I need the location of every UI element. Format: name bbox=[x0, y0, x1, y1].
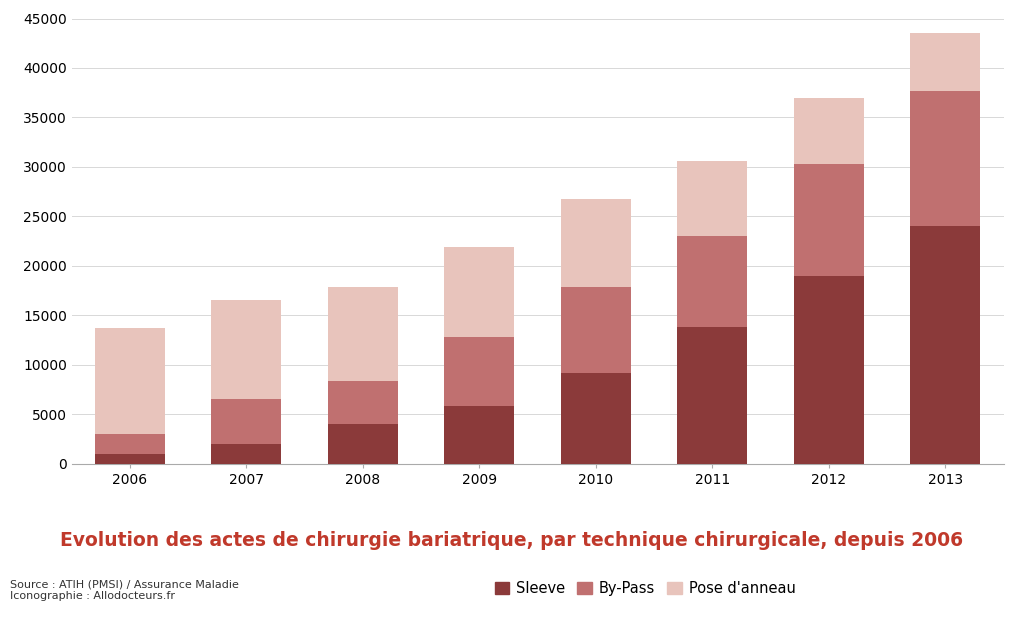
Bar bbox=[444, 337, 514, 406]
Bar bbox=[794, 276, 863, 464]
Bar bbox=[328, 424, 397, 464]
Bar bbox=[328, 287, 397, 381]
Bar bbox=[212, 300, 282, 399]
Bar bbox=[794, 98, 863, 164]
Bar bbox=[444, 406, 514, 464]
Bar bbox=[910, 33, 980, 91]
Legend: Sleeve, By-Pass, Pose d'anneau: Sleeve, By-Pass, Pose d'anneau bbox=[488, 575, 802, 601]
Text: Source : ATIH (PMSI) / Assurance Maladie
Iconographie : Allodocteurs.fr: Source : ATIH (PMSI) / Assurance Maladie… bbox=[10, 580, 240, 601]
Bar bbox=[561, 198, 631, 287]
Bar bbox=[561, 373, 631, 464]
Bar bbox=[678, 236, 748, 327]
Bar bbox=[444, 247, 514, 337]
Bar bbox=[95, 328, 165, 434]
Bar bbox=[212, 444, 282, 464]
Bar bbox=[678, 327, 748, 464]
Bar bbox=[95, 434, 165, 454]
Bar bbox=[794, 164, 863, 276]
Bar bbox=[678, 161, 748, 236]
Text: Evolution des actes de chirurgie bariatrique, par technique chirurgicale, depuis: Evolution des actes de chirurgie bariatr… bbox=[60, 531, 964, 550]
Bar bbox=[95, 454, 165, 464]
Bar bbox=[212, 399, 282, 444]
Bar bbox=[910, 226, 980, 464]
Bar bbox=[910, 91, 980, 226]
Bar bbox=[561, 287, 631, 373]
Bar bbox=[328, 381, 397, 424]
